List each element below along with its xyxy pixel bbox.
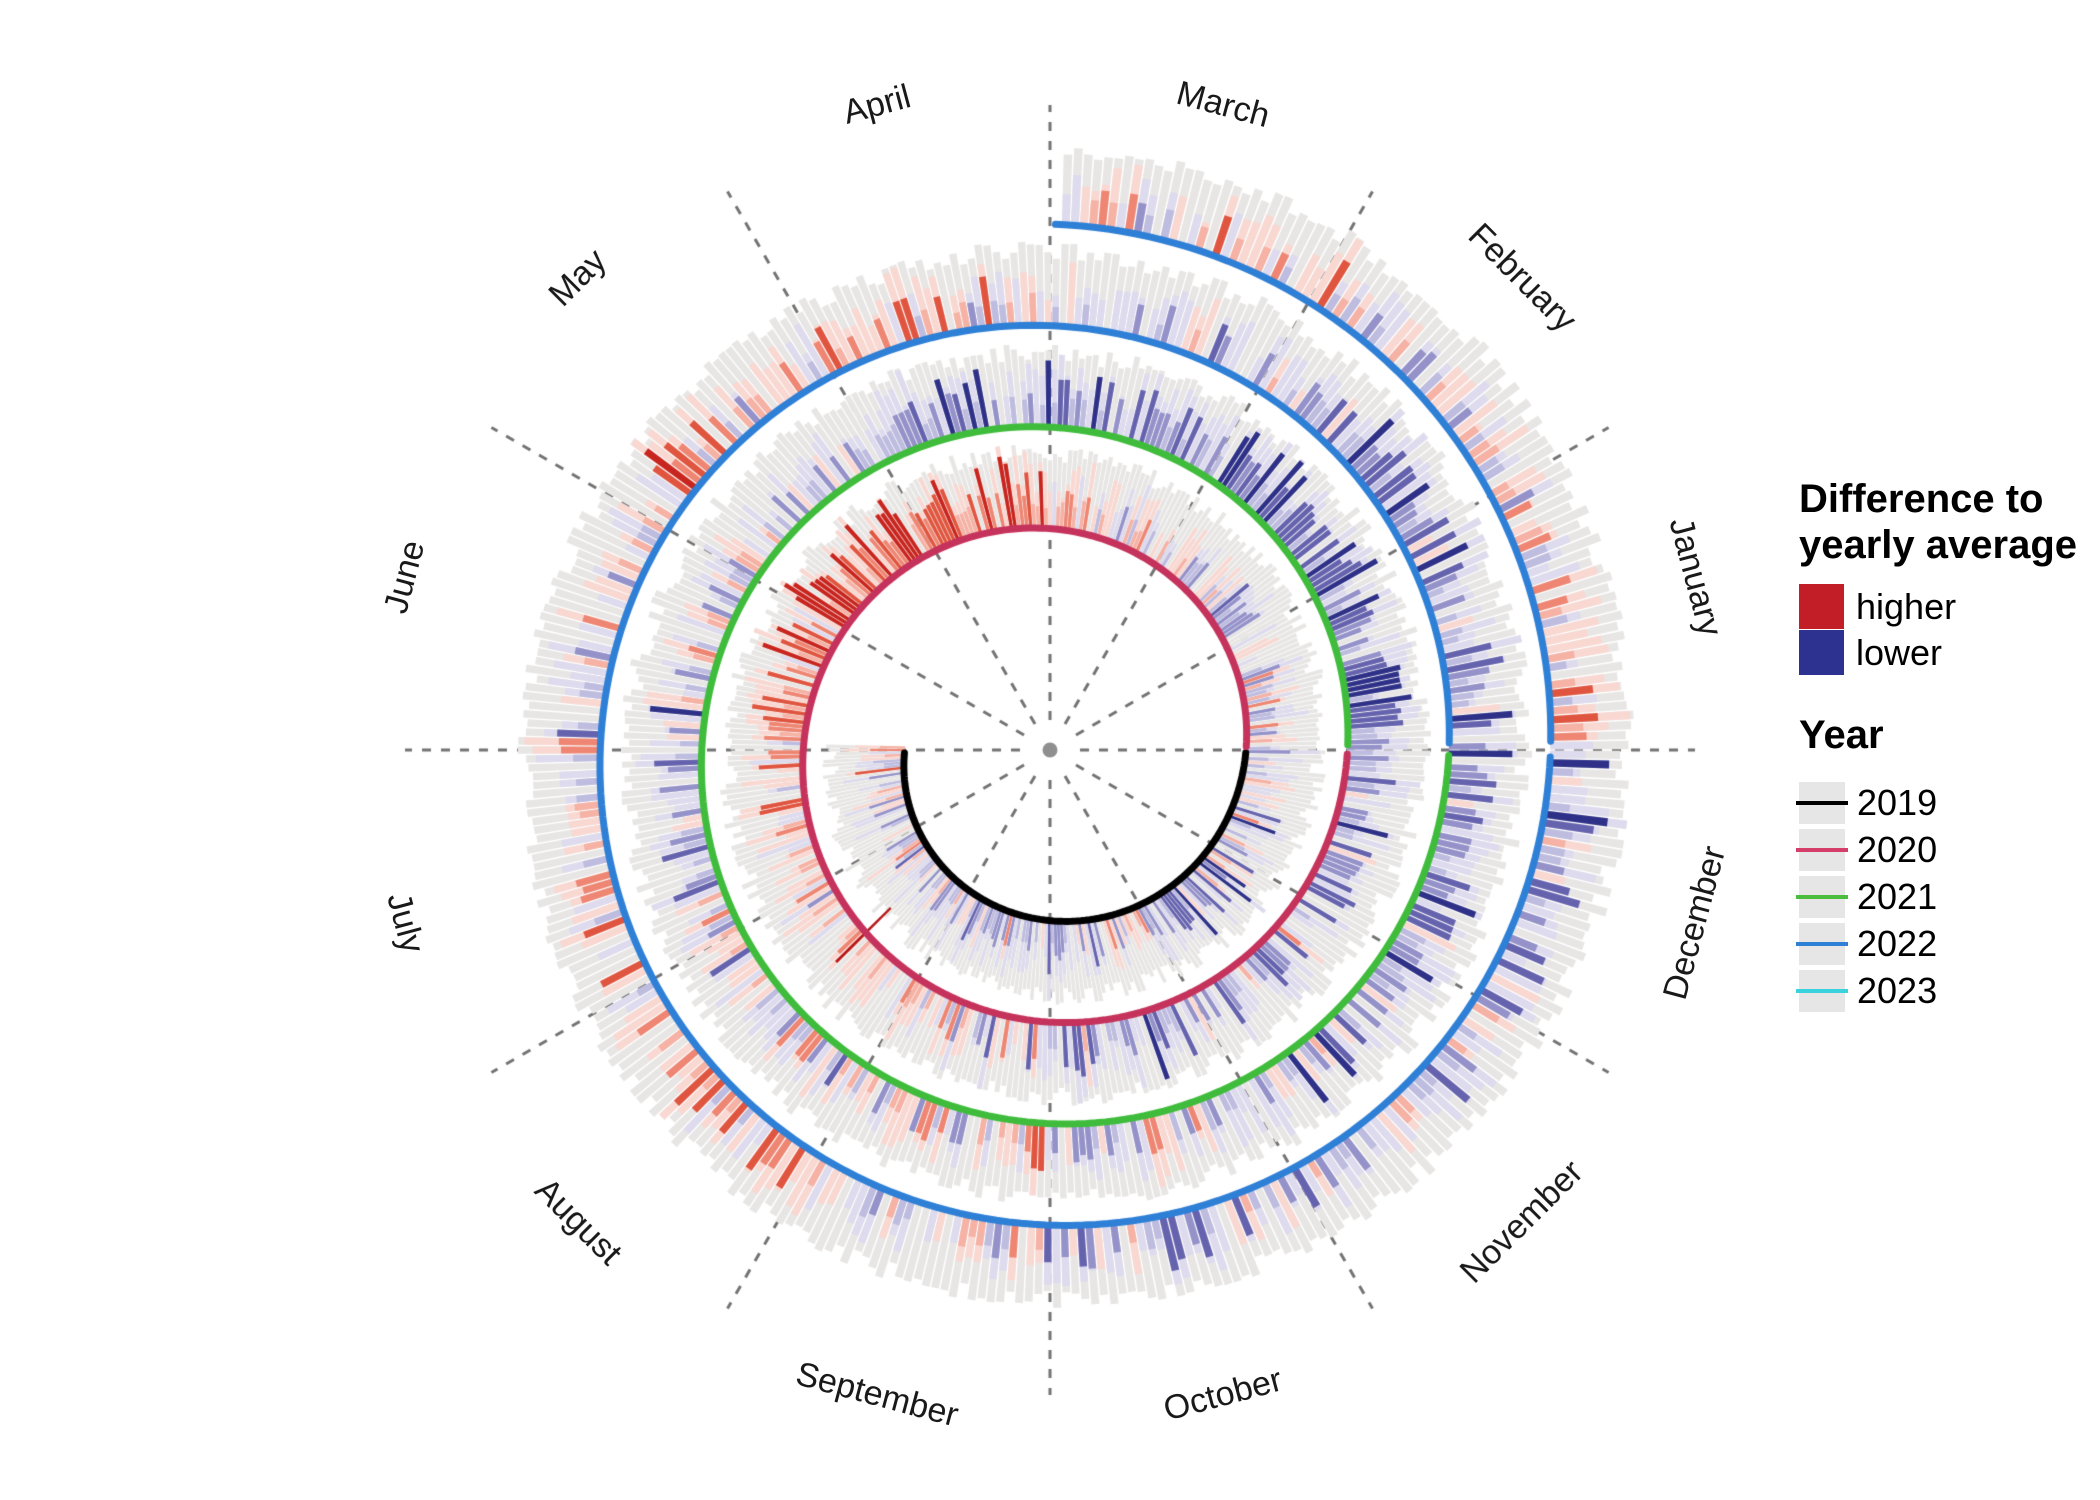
year-label-2019: 2019: [1857, 782, 1938, 823]
year-label-2022: 2022: [1857, 923, 1938, 964]
year-key-2019: [1796, 782, 1848, 824]
higher-swatch: [1799, 583, 1844, 629]
diff-legend-title-line1: Difference to: [1799, 477, 2044, 521]
lower-label: lower: [1856, 631, 1943, 673]
year-key-line-3: [1796, 942, 1848, 946]
diff-legend-title: Difference to yearly average: [1799, 476, 2077, 568]
year-label-2021: 2021: [1857, 876, 1938, 917]
year-legend-entry-2021: 2021: [1796, 874, 1938, 920]
year-label-2023: 2023: [1857, 970, 1938, 1011]
year-legend-entry-2019: 2019: [1796, 780, 1938, 826]
year-key-line-2: [1796, 895, 1848, 899]
year-key-2023: [1796, 970, 1848, 1012]
year-legend-entry-2022: 2022: [1796, 921, 1938, 967]
year-label-2020: 2020: [1857, 829, 1938, 870]
year-legend-entry-2020: 2020: [1796, 827, 1938, 873]
year-key-line-0: [1796, 801, 1848, 805]
diff-legend-title-line2: yearly average: [1799, 523, 2078, 567]
diff-legend-entry-higher: higher: [1799, 583, 1956, 629]
diff-legend-entry-lower: lower: [1799, 629, 1942, 675]
year-key-line-4: [1796, 989, 1848, 993]
year-legend-entry-2023: 2023: [1796, 968, 1938, 1014]
year-legend-title: Year: [1799, 713, 1884, 757]
lower-swatch: [1799, 629, 1844, 675]
year-key-line-1: [1796, 848, 1848, 852]
year-key-2021: [1796, 876, 1848, 918]
higher-label: higher: [1856, 585, 1957, 627]
year-key-2020: [1796, 829, 1848, 871]
year-key-2022: [1796, 923, 1848, 965]
